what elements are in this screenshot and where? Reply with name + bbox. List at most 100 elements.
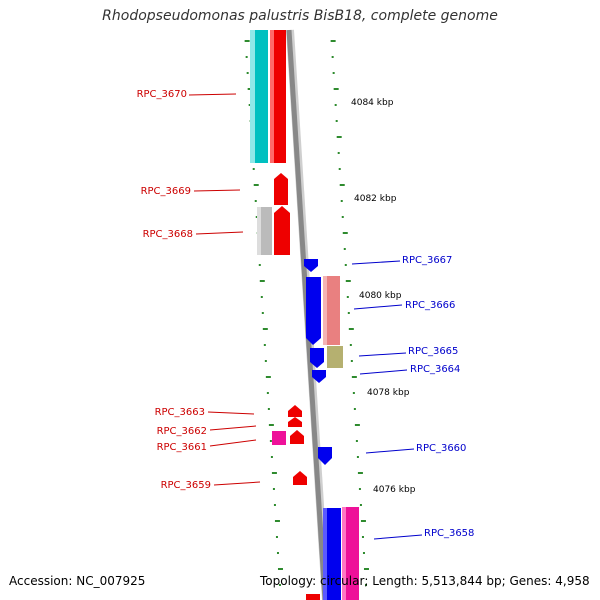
leader-line: [373, 534, 423, 540]
forward-strand-features: [250, 30, 320, 600]
scale-tick: [261, 312, 264, 314]
gene-arrow-3664[interactable]: [312, 370, 326, 383]
leader-line: [209, 439, 257, 447]
scale-tick: [357, 472, 363, 474]
gene-label-rpc-3670[interactable]: RPC_3670: [137, 89, 187, 100]
gene-bar-cyan-highlight: [250, 30, 255, 163]
scale-tick: [358, 488, 361, 490]
gene-bar-gray-3668-highlight: [257, 207, 261, 255]
scale-tick: [362, 552, 365, 554]
scale-tick: [263, 344, 266, 346]
scale-tick: [331, 56, 334, 58]
gene-label-rpc-3662[interactable]: RPC_3662: [157, 426, 207, 437]
topology-label: Topology: circular; Length: 5,513,844 bp…: [260, 574, 590, 588]
gene-arrow-3661[interactable]: [290, 430, 304, 444]
scale-tick: [271, 472, 277, 474]
scale-tick: [276, 552, 279, 554]
gene-label-rpc-3668[interactable]: RPC_3668: [143, 229, 193, 240]
forward-gene-labels: RPC_3670 RPC_3669 RPC_3668 RPC_3663 RPC_…: [137, 89, 261, 491]
gene-bar-magenta-3658-highlight: [342, 507, 346, 600]
scale-tick: [350, 360, 353, 362]
reverse-gene-labels: RPC_3667 RPC_3666 RPC_3665 RPC_3664 RPC_…: [351, 255, 474, 540]
scale-tick: [332, 72, 335, 74]
leader-line: [213, 481, 261, 486]
leader-line: [351, 260, 401, 265]
gene-bar-salmon[interactable]: [323, 276, 340, 345]
scale-tick: [245, 56, 248, 58]
scale-tick: [277, 568, 283, 570]
gene-label-rpc-3659[interactable]: RPC_3659: [161, 480, 211, 491]
gene-bar-olive[interactable]: [327, 346, 343, 368]
gene-bar-salmon-highlight: [323, 276, 327, 345]
scale-tick: [333, 88, 339, 90]
reverse-strand-features: [304, 259, 359, 600]
scale-tick: [268, 424, 274, 426]
scale-tick: [337, 152, 340, 154]
scale-tick: [359, 504, 362, 506]
scale-tick: [254, 200, 257, 202]
scale-tick: [278, 584, 281, 586]
gene-arrow-3663[interactable]: [288, 405, 302, 417]
gene-label-rpc-3667[interactable]: RPC_3667: [402, 255, 452, 266]
scale-labels: 4084 kbp 4082 kbp 4080 kbp 4078 kbp 4076…: [351, 98, 416, 495]
genome-title: Rhodopseudomonas palustris BisB18, compl…: [102, 8, 498, 24]
gene-label-rpc-3663[interactable]: RPC_3663: [155, 407, 205, 418]
gene-label-rpc-3658[interactable]: RPC_3658: [424, 528, 474, 539]
scale-tick: [255, 216, 258, 218]
scale-tick: [335, 120, 338, 122]
scale-tick: [356, 456, 359, 458]
gene-bar-magenta-3658[interactable]: [342, 507, 359, 600]
scale-tick: [252, 168, 255, 170]
scale-tick: [363, 568, 369, 570]
accession-label: Accession: NC_007925: [9, 574, 146, 588]
leader-line: [353, 304, 403, 310]
scale-tick: [361, 536, 364, 538]
gene-label-rpc-3665[interactable]: RPC_3665: [408, 346, 458, 357]
gene-label-rpc-3661[interactable]: RPC_3661: [157, 442, 207, 453]
scale-tick: [340, 200, 343, 202]
leader-line: [358, 352, 407, 357]
scale-label-4082: 4082 kbp: [354, 194, 397, 204]
scale-tick: [265, 376, 271, 378]
gene-arrow-3662[interactable]: [288, 417, 302, 427]
scale-tick: [248, 104, 251, 106]
gene-bar-magenta-3661[interactable]: [272, 431, 286, 445]
scale-tick: [349, 344, 352, 346]
scale-tick: [360, 520, 366, 522]
scale-tick: [348, 328, 354, 330]
scale-tick: [260, 296, 263, 298]
gene-bar-blue-3658[interactable]: [323, 508, 341, 600]
scale-tick: [262, 328, 268, 330]
scale-label-4080: 4080 kbp: [359, 291, 402, 301]
gene-bar-red-bottom[interactable]: [306, 594, 320, 600]
gene-arrow-3667[interactable]: [304, 259, 318, 272]
gene-label-rpc-3664[interactable]: RPC_3664: [410, 364, 460, 375]
scale-label-4084: 4084 kbp: [351, 98, 394, 108]
gene-label-rpc-3669[interactable]: RPC_3669: [141, 186, 191, 197]
gene-label-rpc-3666[interactable]: RPC_3666: [405, 300, 455, 311]
scale-tick: [330, 40, 336, 42]
gene-arrow-3659[interactable]: [293, 471, 307, 485]
scale-tick: [272, 488, 275, 490]
leader-line: [188, 93, 237, 96]
scale-tick: [273, 504, 276, 506]
scale-tick: [259, 280, 265, 282]
scale-tick: [270, 456, 273, 458]
scale-tick: [266, 392, 269, 394]
leader-line: [365, 448, 415, 454]
gene-arrow-3666[interactable]: [306, 277, 321, 345]
gene-arrow-3668[interactable]: [274, 206, 290, 255]
gene-arrow-3669[interactable]: [274, 173, 288, 205]
scale-tick: [347, 312, 350, 314]
gene-arrow-3665[interactable]: [310, 348, 324, 368]
gene-label-rpc-3660[interactable]: RPC_3660: [416, 443, 466, 454]
scale-tick: [346, 296, 349, 298]
scale-tick: [275, 536, 278, 538]
scale-tick: [364, 584, 367, 586]
scale-tick: [341, 216, 344, 218]
scale-tick: [355, 440, 358, 442]
gene-arrow-3660[interactable]: [318, 447, 332, 465]
scale-tick: [258, 264, 261, 266]
scale-tick: [264, 360, 267, 362]
